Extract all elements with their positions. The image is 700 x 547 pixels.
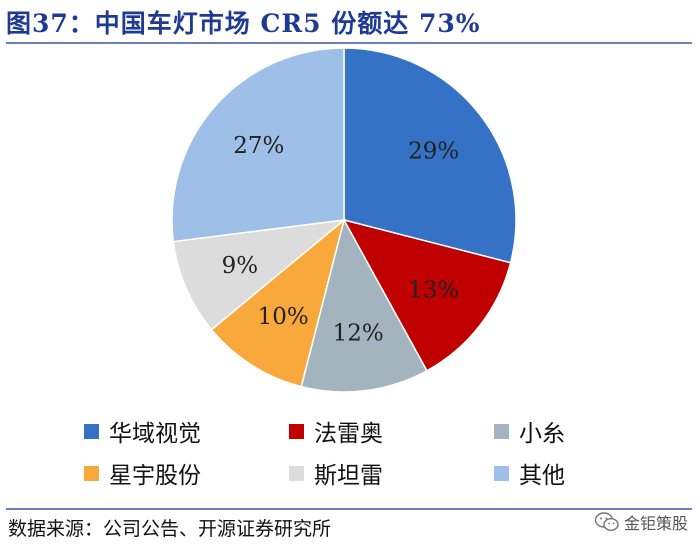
legend-swatch xyxy=(84,465,99,481)
data-source: 数据来源：公司公告、开源证券研究所 xyxy=(8,518,332,540)
title-divider xyxy=(6,42,692,44)
data-label-other: 27% xyxy=(233,133,284,159)
data-label-stanley: 9% xyxy=(222,253,259,279)
legend-item-stanley: 斯坦雷 xyxy=(289,458,383,489)
data-label-valeo: 13% xyxy=(408,278,459,304)
footer-divider xyxy=(6,508,692,510)
chart-title: 图37：中国车灯市场 CR5 份额达 73% xyxy=(6,9,481,38)
pie-slice-valeo xyxy=(342,218,512,372)
legend-item-other: 其他 xyxy=(494,458,565,489)
data-label-huayu: 29% xyxy=(408,138,459,164)
pie-slice-other xyxy=(171,47,345,243)
watermark: 金钜策股 xyxy=(594,510,688,534)
legend-swatch xyxy=(84,423,99,439)
legend-item-valeo: 法雷奥 xyxy=(289,416,383,447)
data-label-koito: 12% xyxy=(333,321,384,347)
legend-label: 星宇股份 xyxy=(109,463,201,489)
legend-label: 华域视觉 xyxy=(109,421,201,447)
legend-label: 小糸 xyxy=(519,421,565,447)
legend-item-koito: 小糸 xyxy=(494,416,565,447)
wechat-icon xyxy=(594,512,619,532)
watermark-text: 金钜策股 xyxy=(623,514,688,533)
legend-label: 其他 xyxy=(519,463,565,489)
legend-swatch xyxy=(289,423,304,439)
legend-label: 法雷奥 xyxy=(314,421,383,447)
legend-item-huayu: 华域视觉 xyxy=(84,416,201,447)
legend-swatch xyxy=(494,423,509,439)
pie-slice-koito xyxy=(300,217,428,393)
data-label-xingyu: 10% xyxy=(258,304,309,330)
pie-chart: 29% 13% 12% 10% 9% 27% xyxy=(171,47,517,393)
legend-swatch xyxy=(289,465,304,481)
pie-slice-huayu xyxy=(343,47,517,264)
pie-slice-stanley xyxy=(172,218,347,331)
pie-slice-xingyu xyxy=(210,217,346,388)
legend-label: 斯坦雷 xyxy=(314,463,383,489)
legend-swatch xyxy=(494,465,509,481)
legend-item-xingyu: 星宇股份 xyxy=(84,458,201,489)
